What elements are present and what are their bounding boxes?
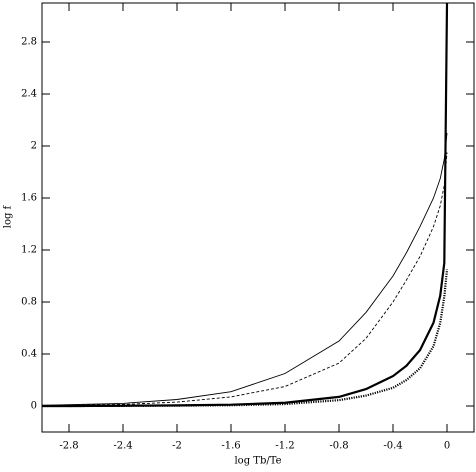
x-tick-label: -2.8 [59,441,78,452]
y-axis-label: log f [3,204,14,228]
x-axis-label: log Tb/Te [234,456,281,467]
x-tick-label: -0.8 [329,441,348,452]
data-line [41,132,448,406]
y-tick-label: 1.6 [21,193,37,204]
y-tick-label: 2.4 [21,89,37,100]
x-tick-label: -0.4 [383,441,402,452]
data-line [42,269,449,408]
plot-frame [41,2,475,433]
y-tick-label: 0.8 [21,297,37,308]
y-tick-label: 0.4 [21,349,37,360]
data-line [42,2,449,408]
x-tick-label: -1.6 [221,441,240,452]
x-tick-label: -1.2 [275,441,294,452]
y-tick-label: 1.2 [21,245,37,256]
y-tick-label: 2 [31,141,37,152]
data-line [41,152,448,407]
x-tick-label: -2 [172,441,182,452]
y-tick-label: 2.8 [21,37,37,48]
x-tick-label: 0 [444,441,450,452]
y-tick-label: 0 [31,401,37,412]
x-tick-label: -2.4 [113,441,132,452]
